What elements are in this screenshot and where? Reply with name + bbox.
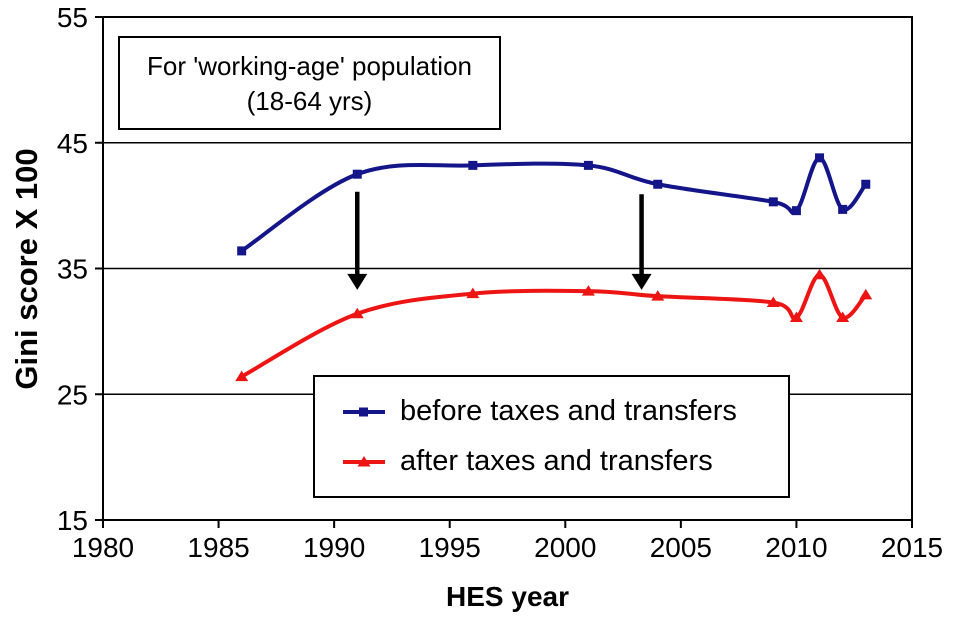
y-tick-label-45: 45 <box>57 128 88 159</box>
data-point-marker <box>791 206 801 216</box>
legend: before taxes and transfers after taxes a… <box>313 375 790 498</box>
down-arrow-2 <box>631 194 652 290</box>
x-tick-label-2005: 2005 <box>650 532 712 563</box>
data-point-marker <box>861 179 871 189</box>
data-point-marker <box>350 307 364 319</box>
y-tick-label-55: 55 <box>57 2 88 33</box>
data-point-marker <box>468 160 478 170</box>
legend-label-after: after taxes and transfers <box>400 445 713 477</box>
x-tick-label-1990: 1990 <box>303 532 365 563</box>
data-point-marker <box>813 268 827 280</box>
data-point-marker <box>768 197 778 207</box>
x-tick-label-2010: 2010 <box>765 532 827 563</box>
data-point-marker <box>581 285 595 296</box>
data-point-marker <box>237 246 247 256</box>
y-axis-title: Gini score X 100 <box>9 148 44 390</box>
series-line-before-taxes-and-transfers <box>239 155 868 253</box>
data-point-marker <box>653 179 663 189</box>
x-tick-label-1995: 1995 <box>419 532 481 563</box>
series-after-taxes-and-transfers <box>235 268 873 382</box>
y-tick-label-25: 25 <box>57 379 88 410</box>
data-point-marker <box>836 311 850 323</box>
x-tick-label-2000: 2000 <box>534 532 596 563</box>
data-point-marker <box>838 204 848 214</box>
after-series-swatch-icon <box>343 455 385 466</box>
data-point-marker <box>859 288 873 300</box>
annotation-box: For 'working-age' population (18-64 yrs) <box>118 36 501 130</box>
y-tick-label-35: 35 <box>57 254 88 285</box>
data-point-marker <box>235 370 249 382</box>
x-axis-title: HES year <box>446 581 569 612</box>
data-point-marker <box>583 160 593 170</box>
data-point-marker <box>651 290 665 301</box>
down-arrow-1 <box>347 191 368 290</box>
y-tick-label-15: 15 <box>57 505 88 536</box>
data-point-marker <box>466 287 480 299</box>
data-point-marker <box>352 169 362 179</box>
legend-item-before: before taxes and transfers <box>341 395 788 428</box>
series-line-after-taxes-and-transfers <box>239 272 868 379</box>
x-tick-label-1980: 1980 <box>72 532 134 563</box>
before-series-swatch-icon <box>343 407 385 416</box>
annotation-line2: (18-64 yrs) <box>246 86 373 116</box>
data-point-marker <box>789 311 803 323</box>
legend-label-before: before taxes and transfers <box>400 395 737 427</box>
data-point-marker <box>815 153 825 163</box>
x-tick-label-1985: 1985 <box>187 532 249 563</box>
annotation-line1: For 'working-age' population <box>147 51 472 81</box>
legend-item-after: after taxes and transfers <box>341 445 788 478</box>
series-before-taxes-and-transfers <box>237 153 871 256</box>
data-point-marker <box>766 296 780 307</box>
x-tick-label-2015: 2015 <box>881 532 943 563</box>
